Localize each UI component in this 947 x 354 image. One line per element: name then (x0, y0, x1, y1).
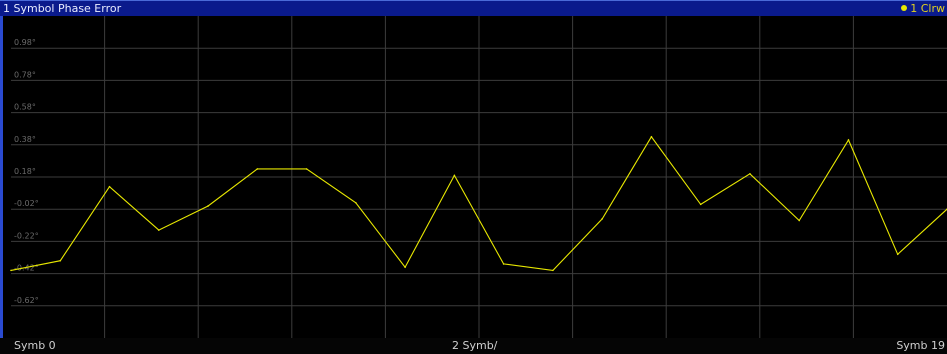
trace-point (453, 174, 456, 177)
y-tick-label: 0.58° (14, 103, 36, 112)
trace-point (749, 172, 751, 175)
trace-point (601, 218, 603, 220)
y-tick-label: -0.22° (14, 231, 39, 240)
x-axis-start-label: Symb 0 (14, 339, 56, 352)
trace-point (847, 139, 850, 141)
trace-legend[interactable]: 1 Clrw (901, 2, 945, 15)
phase-error-trace (10, 135, 947, 271)
y-tick-label: 0.38° (14, 135, 36, 144)
trace-point (896, 253, 899, 256)
window-left-accent (0, 16, 3, 338)
y-tick-label: 0.18° (14, 167, 36, 176)
trace-point (305, 168, 308, 170)
trace-point (798, 219, 801, 222)
trace-point (256, 168, 259, 170)
y-tick-label: -0.62° (14, 296, 39, 305)
trace-color-dot-icon (901, 5, 908, 11)
x-axis-scale-label: 2 Symb/ (452, 339, 498, 352)
trace-point (404, 266, 406, 268)
trace-point (157, 229, 160, 231)
trace-point (10, 269, 12, 272)
trace-point (355, 201, 357, 204)
y-tick-label: -0.02° (14, 199, 39, 208)
trace-point (207, 205, 209, 207)
trace-point (552, 269, 554, 272)
trace-legend-label: 1 Clrw (910, 2, 945, 15)
trace-point (108, 185, 111, 188)
y-tick-label: -0.42° (14, 264, 39, 273)
y-tick-label: 0.78° (14, 70, 36, 79)
trace-point (650, 135, 653, 138)
trace-point (699, 203, 702, 206)
window-title: 1 Symbol Phase Error (3, 2, 122, 15)
trace-point (502, 263, 505, 265)
y-tick-label: 0.98° (14, 38, 36, 47)
window-title-bar[interactable]: 1 Symbol Phase Error 1 Clrw (0, 0, 947, 16)
x-axis-stop-label: Symb 19 (896, 339, 945, 352)
x-axis-footer: Symb 0 2 Symb/ Symb 19 (0, 338, 947, 354)
trace-point (59, 259, 62, 262)
